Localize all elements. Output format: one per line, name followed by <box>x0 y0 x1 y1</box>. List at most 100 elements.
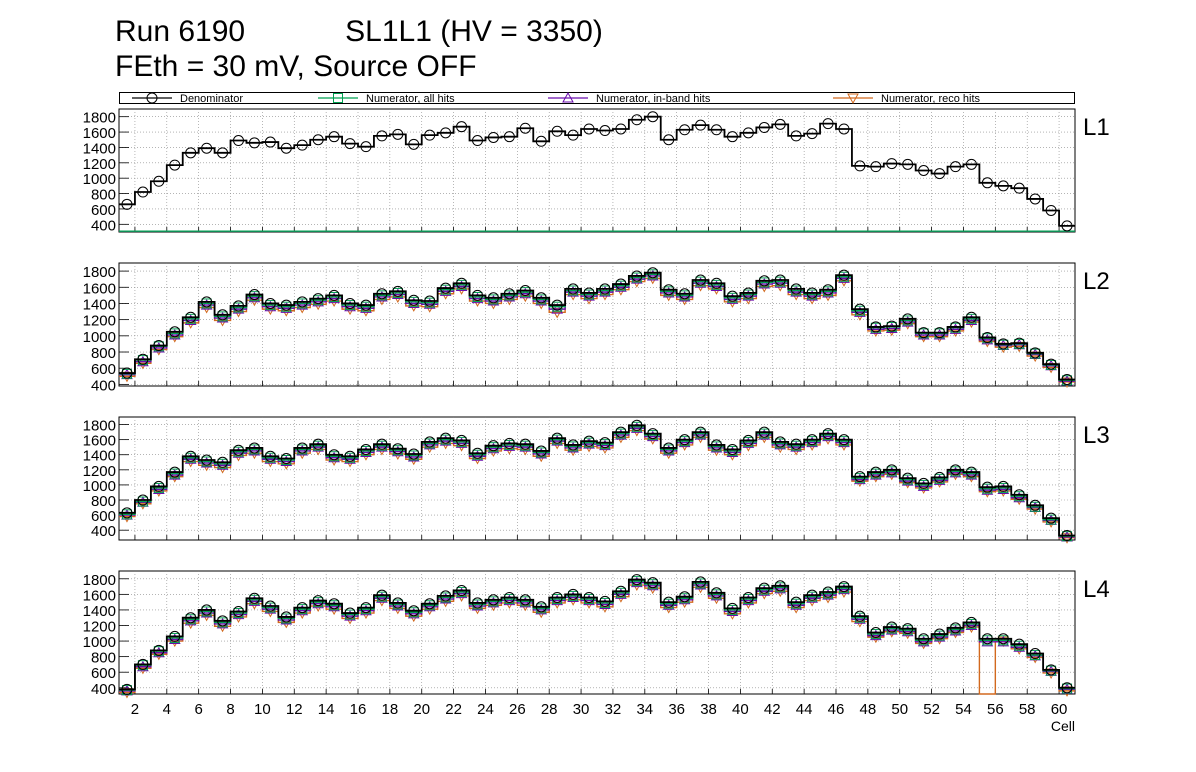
x-tick-label: 32 <box>605 701 622 718</box>
data-point <box>503 594 516 606</box>
data-point <box>965 466 977 478</box>
data-point <box>774 274 786 286</box>
data-point <box>678 290 691 302</box>
data-point <box>854 306 866 317</box>
data-point <box>997 338 1009 350</box>
data-point <box>376 438 388 450</box>
data-point <box>344 450 356 462</box>
data-point <box>360 302 372 313</box>
data-point <box>535 601 547 613</box>
data-point <box>726 293 739 304</box>
y-tick-label: 600 <box>91 665 116 682</box>
data-point <box>583 594 595 606</box>
y-tick-label: 1000 <box>83 171 116 188</box>
data-point <box>981 177 993 189</box>
y-tick-label: 800 <box>91 650 116 667</box>
data-point <box>200 299 213 310</box>
data-point <box>471 292 484 304</box>
data-point <box>902 313 914 325</box>
data-point <box>376 592 388 603</box>
data-point <box>296 442 308 454</box>
data-point <box>408 448 420 460</box>
data-point <box>885 624 898 635</box>
data-point <box>933 631 946 642</box>
series-line-1-0 <box>119 115 1075 227</box>
data-point <box>663 442 675 454</box>
run-title: Run 6190 SL1L1 (HV = 3350) <box>115 17 603 47</box>
data-point <box>296 296 308 308</box>
data-point <box>758 275 770 287</box>
data-point <box>583 435 595 447</box>
data-point <box>933 474 946 485</box>
legend-marker-3 <box>847 93 859 105</box>
data-point <box>1013 641 1026 652</box>
data-point <box>886 158 898 170</box>
data-point <box>918 327 930 339</box>
y-tick-label: 400 <box>91 681 116 698</box>
series-line-2-0 <box>119 271 1075 381</box>
data-point <box>997 483 1010 494</box>
data-point <box>408 605 420 617</box>
data-point <box>870 321 882 333</box>
data-point <box>710 280 723 291</box>
data-point <box>885 466 898 478</box>
data-point <box>248 444 261 456</box>
data-point <box>503 288 515 300</box>
x-tick-label: 48 <box>860 701 877 718</box>
y-tick-label: 1600 <box>83 280 116 297</box>
data-point <box>519 438 531 450</box>
data-point <box>758 278 771 289</box>
panel-label-4: L4 <box>1083 576 1110 603</box>
data-point <box>296 444 309 456</box>
y-tick-label: 600 <box>91 361 116 378</box>
data-point <box>312 293 324 305</box>
data-point <box>519 285 531 297</box>
data-point <box>1013 489 1025 501</box>
data-point <box>950 321 961 333</box>
panel-label-2: L2 <box>1083 268 1110 295</box>
data-point <box>885 322 898 334</box>
data-point <box>312 441 325 452</box>
data-point <box>758 121 770 133</box>
data-point <box>376 290 388 302</box>
data-point <box>407 297 420 308</box>
data-point <box>423 438 436 450</box>
data-point <box>774 277 787 288</box>
sl-label: SL1L1 (HV = 3350) <box>345 15 603 48</box>
data-point <box>615 585 627 597</box>
data-point <box>1061 529 1073 541</box>
data-point <box>153 644 165 656</box>
data-point <box>137 355 149 367</box>
data-point <box>217 456 229 468</box>
data-point <box>822 286 834 298</box>
y-tick-label: 1000 <box>83 329 116 346</box>
data-point <box>233 605 244 617</box>
data-point <box>423 600 436 612</box>
data-point <box>934 628 946 640</box>
data-point <box>599 125 611 137</box>
data-point <box>185 311 197 323</box>
legend-box <box>119 92 1075 104</box>
x-tick-label: 22 <box>445 701 462 718</box>
data-point <box>360 141 372 153</box>
data-point <box>328 131 340 143</box>
data-point <box>918 165 930 176</box>
data-point <box>726 446 739 457</box>
data-point <box>711 439 722 451</box>
data-point <box>472 597 483 609</box>
x-tick-label: 30 <box>573 701 590 718</box>
data-point <box>1061 533 1073 544</box>
x-tick-label: 42 <box>764 701 781 718</box>
data-point <box>934 168 946 180</box>
data-point <box>456 434 468 446</box>
data-point <box>774 436 786 448</box>
data-point <box>344 453 356 464</box>
legend-marker-1 <box>333 93 343 103</box>
data-point <box>742 591 754 603</box>
data-point <box>471 600 484 611</box>
data-point <box>981 633 993 645</box>
data-point <box>376 589 388 601</box>
data-point <box>726 290 738 302</box>
x-tick-label: 44 <box>796 701 813 718</box>
data-point <box>647 111 659 123</box>
